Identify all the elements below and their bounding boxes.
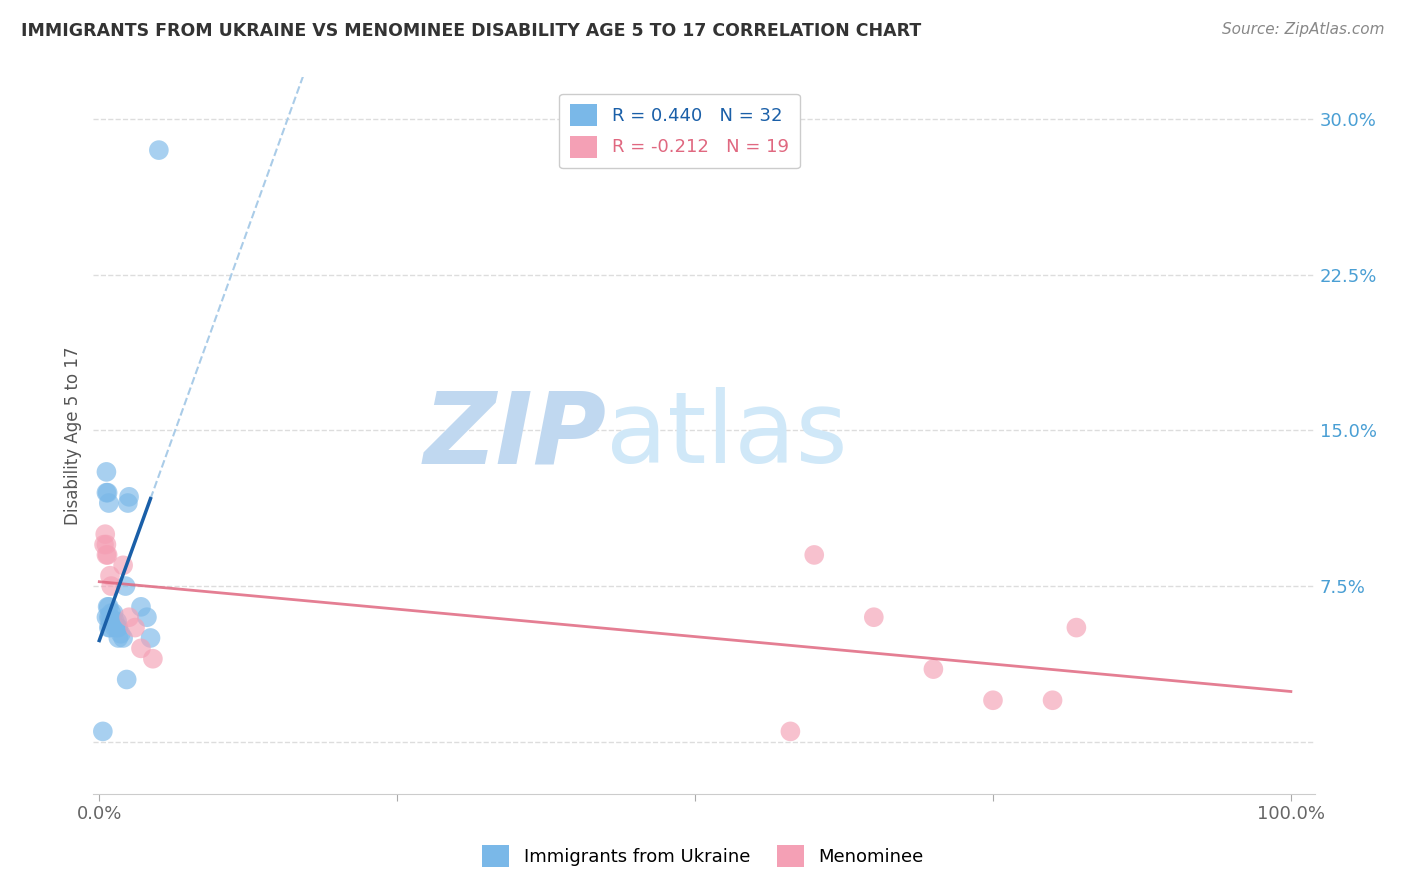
Point (107, 621, 129, 635)
Point (97, 485, 120, 500)
Point (97, 610, 120, 624)
Point (136, 610, 159, 624)
Point (100, 579, 122, 593)
Text: Source: ZipAtlas.com: Source: ZipAtlas.com (1222, 22, 1385, 37)
Point (103, 606, 125, 620)
Point (105, 621, 128, 635)
Point (862, 610, 884, 624)
Point (142, 651, 165, 665)
Point (96, 548, 118, 562)
Point (104, 615, 127, 629)
Point (100, 606, 122, 620)
Point (129, 599, 152, 614)
Point (118, 490, 141, 504)
Point (112, 631, 135, 645)
Point (93, 537, 115, 551)
Point (117, 496, 139, 510)
Point (110, 627, 132, 641)
Point (97, 599, 120, 614)
Point (981, 693, 1004, 707)
Point (101, 615, 124, 629)
Text: atlas: atlas (606, 387, 848, 484)
Point (1066, 621, 1088, 635)
Text: ZIP: ZIP (423, 387, 606, 484)
Point (91, 724, 114, 739)
Point (779, 724, 801, 739)
Y-axis label: Disability Age 5 to 17: Disability Age 5 to 17 (65, 346, 82, 524)
Point (96, 485, 118, 500)
Point (94, 527, 117, 541)
Point (148, 143, 170, 157)
Point (118, 610, 141, 624)
Text: IMMIGRANTS FROM UKRAINE VS MENOMINEE DISABILITY AGE 5 TO 17 CORRELATION CHART: IMMIGRANTS FROM UKRAINE VS MENOMINEE DIS… (21, 22, 921, 40)
Point (1042, 693, 1064, 707)
Point (96, 465, 118, 479)
Point (97, 621, 120, 635)
Point (107, 631, 129, 645)
Point (98, 621, 121, 635)
Point (139, 631, 162, 645)
Point (112, 558, 135, 573)
Point (803, 548, 825, 562)
Point (105, 615, 128, 629)
Point (98, 610, 121, 624)
Point (115, 673, 138, 687)
Point (114, 579, 136, 593)
Point (922, 662, 945, 676)
Legend: Immigrants from Ukraine, Menominee: Immigrants from Ukraine, Menominee (475, 838, 931, 874)
Point (97, 599, 120, 614)
Point (97, 548, 120, 562)
Point (104, 621, 127, 635)
Point (129, 641, 152, 656)
Legend: R = 0.440   N = 32, R = -0.212   N = 19: R = 0.440 N = 32, R = -0.212 N = 19 (560, 94, 800, 169)
Point (96, 610, 118, 624)
Point (97, 496, 120, 510)
Point (98, 568, 121, 582)
Point (100, 615, 122, 629)
Point (96, 537, 118, 551)
Point (124, 621, 146, 635)
